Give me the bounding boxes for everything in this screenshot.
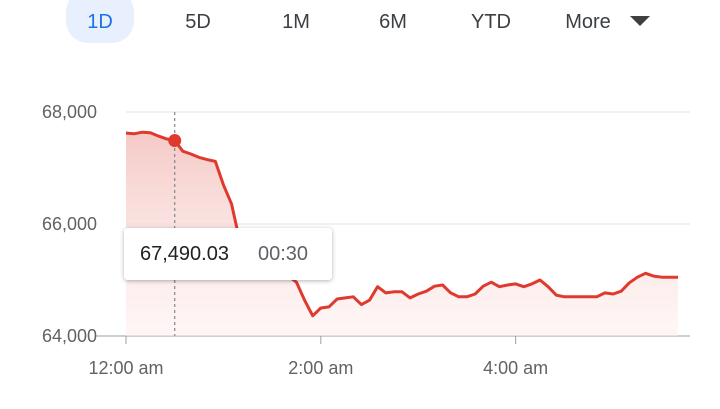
tooltip-time: 00:30 <box>258 243 308 265</box>
x-tick-label: 2:00 am <box>288 358 353 378</box>
range-tab[interactable]: YTD <box>471 11 511 33</box>
range-tab[interactable]: More <box>565 11 611 33</box>
range-tab[interactable]: 1M <box>282 11 310 33</box>
price-line <box>125 130 678 318</box>
area <box>126 132 678 336</box>
highlight-point <box>168 134 182 148</box>
chart: 64,000 66,000 68,000 12:00 am 2:00 am 4:00 am… <box>42 102 690 378</box>
y-tick-label: 66,000 <box>42 214 97 234</box>
y-tick-label: 64,000 <box>42 326 97 346</box>
dropdown-arrow[interactable] <box>630 16 650 26</box>
tooltip-value: 67,490.03 <box>140 243 229 265</box>
tooltip: 67,490.03 00:30 <box>124 228 332 280</box>
range-tab[interactable]: 6M <box>379 11 407 33</box>
tooltip-box <box>124 228 332 280</box>
x-tick-label: 4:00 am <box>483 358 548 378</box>
y-tick-label: 68,000 <box>42 102 97 122</box>
x-tick-label: 12:00 am <box>88 358 163 378</box>
range-tab[interactable]: 5D <box>185 11 211 33</box>
selected-tab-bg <box>66 0 134 43</box>
range-tab[interactable]: 1D <box>87 11 113 33</box>
range-tabs: 1D 5D 1M 6M YTD More <box>66 0 611 43</box>
